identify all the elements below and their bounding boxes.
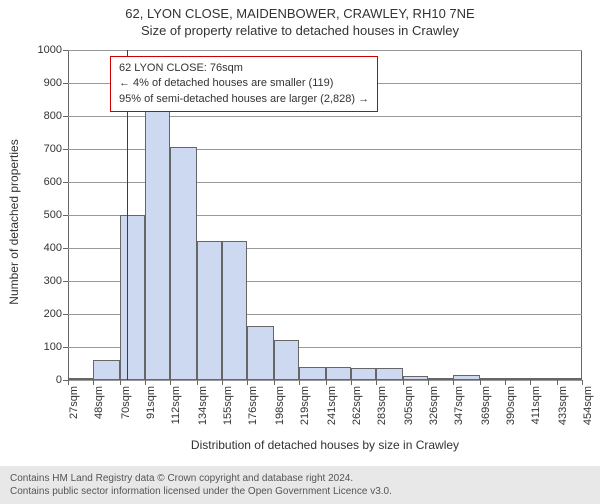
x-tick-label: 198sqm xyxy=(274,386,286,425)
y-tick-mark xyxy=(63,347,68,348)
histogram-bar xyxy=(376,368,402,380)
x-tick-label: 326sqm xyxy=(428,386,440,425)
x-tick-mark xyxy=(68,380,69,385)
x-tick-mark xyxy=(120,380,121,385)
x-tick-mark xyxy=(453,380,454,385)
y-tick-mark xyxy=(63,314,68,315)
chart-title-main: 62, LYON CLOSE, MAIDENBOWER, CRAWLEY, RH… xyxy=(0,0,600,21)
y-tick-mark xyxy=(63,248,68,249)
x-tick-mark xyxy=(170,380,171,385)
histogram-bar xyxy=(274,340,299,380)
footer-attribution: Contains HM Land Registry data © Crown c… xyxy=(0,466,600,504)
histogram-bar xyxy=(145,109,170,380)
x-tick-label: 134sqm xyxy=(197,386,209,425)
x-tick-label: 91sqm xyxy=(145,386,157,419)
gridline xyxy=(68,50,582,51)
histogram-bar xyxy=(120,215,145,380)
x-tick-label: 155sqm xyxy=(222,386,234,425)
histogram-bar xyxy=(197,241,222,380)
x-tick-label: 219sqm xyxy=(299,386,311,425)
histogram-bar xyxy=(326,367,351,380)
x-tick-label: 48sqm xyxy=(93,386,105,419)
x-tick-label: 176sqm xyxy=(247,386,259,425)
info-line-3: 95% of semi-detached houses are larger (… xyxy=(119,92,369,107)
x-tick-label: 369sqm xyxy=(480,386,492,425)
histogram-bar xyxy=(403,376,428,380)
x-tick-label: 454sqm xyxy=(582,386,594,425)
x-tick-mark xyxy=(145,380,146,385)
y-tick-mark xyxy=(63,50,68,51)
y-tick-mark xyxy=(63,215,68,216)
histogram-bar xyxy=(93,360,119,380)
y-tick-mark xyxy=(63,83,68,84)
y-tick-mark xyxy=(63,281,68,282)
x-tick-mark xyxy=(93,380,94,385)
x-tick-label: 262sqm xyxy=(351,386,363,425)
x-tick-label: 433sqm xyxy=(557,386,569,425)
histogram-bar xyxy=(247,326,273,380)
y-tick-mark xyxy=(63,116,68,117)
histogram-bar xyxy=(530,378,556,380)
y-tick-mark xyxy=(63,182,68,183)
x-tick-label: 27sqm xyxy=(68,386,80,419)
x-tick-label: 390sqm xyxy=(505,386,517,425)
histogram-bar xyxy=(351,368,376,380)
info-line-2: ← 4% of detached houses are smaller (119… xyxy=(119,76,369,91)
histogram-bar xyxy=(428,378,453,380)
histogram-bar xyxy=(453,375,479,380)
x-tick-label: 305sqm xyxy=(403,386,415,425)
histogram-bar xyxy=(68,378,93,380)
y-axis-label: Number of detached properties xyxy=(7,122,21,322)
x-tick-mark xyxy=(376,380,377,385)
x-tick-mark xyxy=(557,380,558,385)
histogram-bar xyxy=(480,378,505,380)
info-line-1: 62 LYON CLOSE: 76sqm xyxy=(119,61,369,76)
footer-line-2: Contains public sector information licen… xyxy=(10,485,590,498)
info-box: 62 LYON CLOSE: 76sqm ← 4% of detached ho… xyxy=(110,56,378,112)
y-tick-mark xyxy=(63,149,68,150)
x-tick-mark xyxy=(403,380,404,385)
x-tick-mark xyxy=(505,380,506,385)
x-tick-label: 283sqm xyxy=(376,386,388,425)
x-tick-label: 411sqm xyxy=(530,386,542,424)
x-tick-mark xyxy=(197,380,198,385)
x-tick-mark xyxy=(326,380,327,385)
chart-title-sub: Size of property relative to detached ho… xyxy=(0,21,600,38)
x-tick-mark xyxy=(428,380,429,385)
histogram-bar xyxy=(170,147,196,380)
x-tick-mark xyxy=(274,380,275,385)
histogram-bar xyxy=(222,241,247,380)
x-tick-mark xyxy=(247,380,248,385)
x-tick-mark xyxy=(530,380,531,385)
histogram-bar xyxy=(557,378,582,380)
x-tick-label: 70sqm xyxy=(120,386,132,419)
footer-line-1: Contains HM Land Registry data © Crown c… xyxy=(10,472,590,485)
histogram-bar xyxy=(299,367,325,380)
x-tick-mark xyxy=(351,380,352,385)
x-tick-mark xyxy=(222,380,223,385)
x-tick-mark xyxy=(582,380,583,385)
x-tick-mark xyxy=(299,380,300,385)
x-axis-label: Distribution of detached houses by size … xyxy=(68,438,582,452)
x-tick-label: 347sqm xyxy=(453,386,465,425)
histogram-bar xyxy=(505,378,530,380)
x-tick-label: 241sqm xyxy=(326,386,338,425)
chart-container: 62, LYON CLOSE, MAIDENBOWER, CRAWLEY, RH… xyxy=(0,0,600,500)
x-tick-mark xyxy=(480,380,481,385)
x-tick-label: 112sqm xyxy=(170,386,182,424)
